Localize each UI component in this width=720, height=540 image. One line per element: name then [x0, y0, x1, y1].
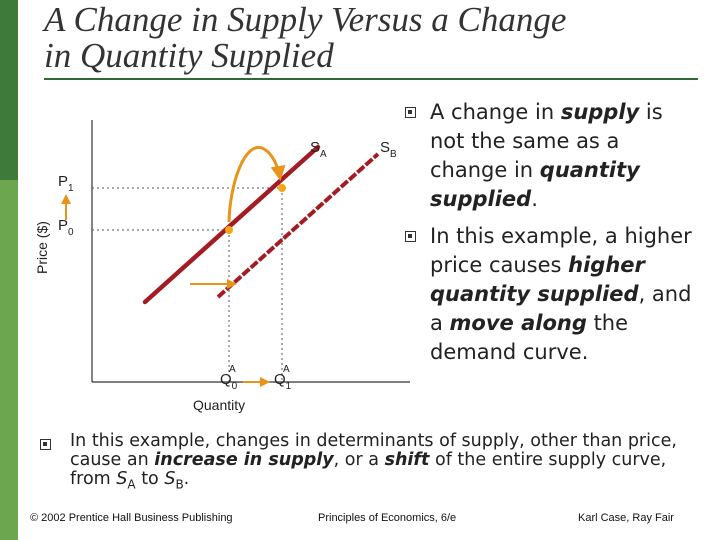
supply-curve-a: [142, 144, 321, 305]
supply-diagram: SA SB P1 P0 Q0 A Q1 A Quantity Price ($): [34, 120, 410, 413]
slide-title: A Change in Supply Versus a Change in Qu…: [44, 2, 704, 74]
footer-book-title: Principles of Economics, 6/e: [318, 512, 457, 524]
title-underline: [44, 78, 698, 80]
right-bullet-list: A change in supply is not the same as a …: [400, 98, 700, 375]
accent-bar-dark: [0, 0, 18, 180]
x-axis-label: Quantity: [193, 397, 245, 413]
bullet-item-change-in-supply: A change in supply is not the same as a …: [400, 98, 700, 214]
bullet-square-icon: [405, 231, 416, 242]
price-label-p0: P0: [58, 217, 74, 238]
point-p0-q0: [225, 226, 233, 234]
bottom-bullet: In this example, changes in determinants…: [40, 432, 700, 495]
bullet-item-higher-price: In this example, a higher price causes h…: [400, 222, 700, 367]
quantity-label-q1: Q1: [274, 371, 292, 392]
curve-label-sa: SA: [310, 139, 327, 160]
quantity-label-q0: Q0: [220, 371, 238, 392]
title-line-1: A Change in Supply Versus a Change: [44, 0, 567, 39]
price-label-p1: P1: [58, 173, 74, 194]
bullet-square-icon: [40, 439, 51, 450]
quantity-label-q0-sup: A: [229, 364, 236, 375]
quantity-label-q1-sup: A: [283, 364, 290, 375]
bottom-bullet-text: In this example, changes in determinants…: [70, 431, 677, 492]
point-p1-q1: [278, 184, 286, 192]
y-axis-label: Price ($): [34, 221, 50, 274]
curve-label-sb: SB: [380, 139, 397, 160]
move-along-arrow: [227, 145, 286, 223]
bullet-square-icon: [405, 107, 416, 118]
accent-bar-light: [0, 180, 18, 540]
footer-authors: Karl Case, Ray Fair: [578, 512, 674, 524]
supply-curve-b: [216, 152, 380, 299]
footer-copyright: © 2002 Prentice Hall Business Publishing: [30, 512, 233, 524]
title-line-2: in Quantity Supplied: [44, 36, 334, 75]
